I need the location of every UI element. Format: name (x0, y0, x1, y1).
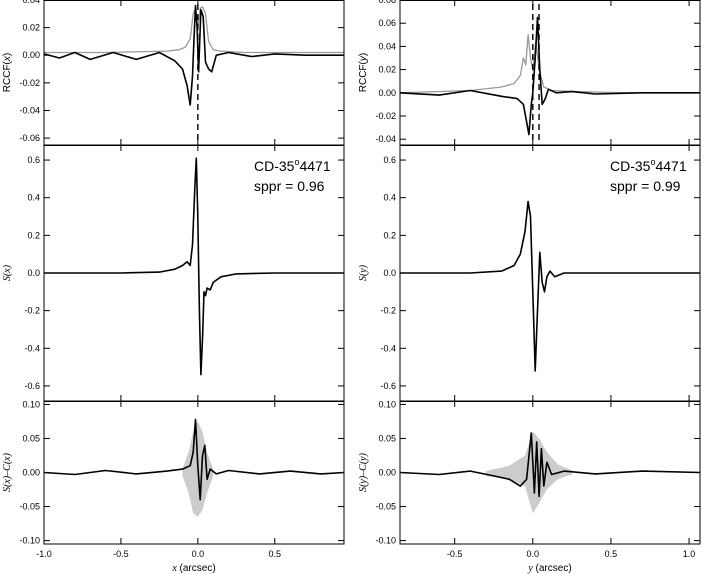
xtick-label-right-bottom-2: 0.5 (605, 549, 618, 559)
ytick-label-left-top-4: -0.04 (19, 105, 40, 115)
ytick-label-right-middle-2: 0.2 (383, 230, 396, 240)
annotation-right-middle-1: sppr = 0.99 (610, 178, 681, 194)
ytick-label-left-bottom-2: 0.00 (22, 468, 40, 478)
envelope-band-right-bottom (485, 431, 572, 514)
ytick-label-right-top-4: 0.00 (378, 88, 396, 98)
ytick-label-left-bottom-1: 0.05 (22, 433, 40, 443)
series-line-left-middle-0 (44, 157, 344, 376)
ytick-label-left-middle-6: -0.6 (24, 381, 40, 391)
series-line-right-middle-0 (400, 200, 700, 372)
ytick-label-right-middle-3: 0.0 (383, 268, 396, 278)
xtick-label-left-bottom-1: -0.5 (113, 549, 129, 559)
series-line-right-bottom-0 (399, 432, 701, 498)
ytick-label-right-middle-1: 0.4 (383, 193, 396, 203)
x-axis-label-right-bottom: y (arcsec) (527, 563, 571, 574)
ytick-label-right-bottom-0: 0.10 (378, 399, 396, 409)
ytick-label-left-top-1: 0.02 (22, 23, 40, 33)
ytick-label-right-top-2: 0.04 (378, 41, 396, 51)
ytick-label-right-middle-6: -0.6 (380, 381, 396, 391)
ytick-label-left-middle-4: -0.2 (24, 306, 40, 316)
ytick-label-left-top-2: 0.00 (22, 50, 40, 60)
y-axis-label-right-top: RCCF(y) (358, 53, 369, 92)
ytick-label-right-top-1: 0.06 (378, 18, 396, 28)
ytick-label-right-top-3: 0.02 (378, 65, 396, 75)
xtick-label-right-bottom-1: 0.0 (527, 549, 540, 559)
ytick-label-right-middle-0: 0.6 (383, 155, 396, 165)
annotation-left-middle-0: CD-35o4471 (254, 157, 331, 174)
series-line-left-top-0 (44, 6, 344, 54)
ytick-label-right-top-0: 0.08 (378, 0, 396, 5)
series-line-right-top-1 (399, 16, 700, 136)
xtick-label-left-bottom-2: 0.0 (192, 549, 205, 559)
ytick-label-left-middle-1: 0.4 (27, 193, 40, 203)
xtick-label-right-bottom-3: 1.0 (683, 549, 696, 559)
ytick-label-right-bottom-2: 0.00 (378, 468, 396, 478)
ytick-label-left-middle-5: -0.4 (24, 343, 40, 353)
y-axis-label-left-bottom: S(x)–C(x) (2, 452, 13, 492)
series-line-right-top-0 (399, 34, 700, 94)
y-axis-label-right-bottom: S(y)–C(y) (358, 452, 369, 492)
xtick-label-left-bottom-0: -1.0 (36, 549, 52, 559)
y-axis-label-left-top: RCCF(x) (2, 53, 13, 92)
ytick-label-right-top-6: -0.04 (375, 134, 396, 144)
y-axis-label-right-middle: S(y) (358, 264, 369, 281)
annotation-left-middle-1: sppr = 0.96 (254, 178, 325, 194)
ytick-label-right-top-5: -0.02 (375, 111, 396, 121)
ytick-label-right-middle-5: -0.4 (380, 343, 396, 353)
ytick-label-left-bottom-4: -0.10 (19, 536, 40, 546)
ytick-label-left-top-0: 0.04 (22, 0, 40, 5)
ytick-label-right-bottom-1: 0.05 (378, 433, 396, 443)
ytick-label-left-top-5: -0.06 (19, 133, 40, 143)
ytick-label-left-middle-3: 0.0 (27, 268, 40, 278)
series-line-left-top-1 (43, 4, 344, 106)
xtick-label-left-bottom-3: 0.5 (269, 549, 282, 559)
ytick-label-left-bottom-3: -0.05 (19, 502, 40, 512)
ytick-label-right-middle-4: -0.2 (380, 306, 396, 316)
ytick-label-left-middle-0: 0.6 (27, 155, 40, 165)
ytick-label-right-bottom-3: -0.05 (375, 502, 396, 512)
ytick-label-left-top-3: -0.02 (19, 78, 40, 88)
annotation-right-middle-0: CD-35o4471 (610, 157, 687, 174)
panel-frame-right-top (399, 0, 701, 146)
xtick-label-right-bottom-0: -0.5 (447, 549, 463, 559)
ytick-label-right-bottom-4: -0.10 (375, 536, 396, 546)
series-line-left-bottom-0 (43, 418, 345, 501)
ytick-label-left-middle-2: 0.2 (27, 230, 40, 240)
ytick-label-left-bottom-0: 0.10 (22, 399, 40, 409)
y-axis-label-left-middle: S(x) (2, 264, 13, 281)
x-axis-label-left-bottom: x (arcsec) (171, 563, 215, 574)
